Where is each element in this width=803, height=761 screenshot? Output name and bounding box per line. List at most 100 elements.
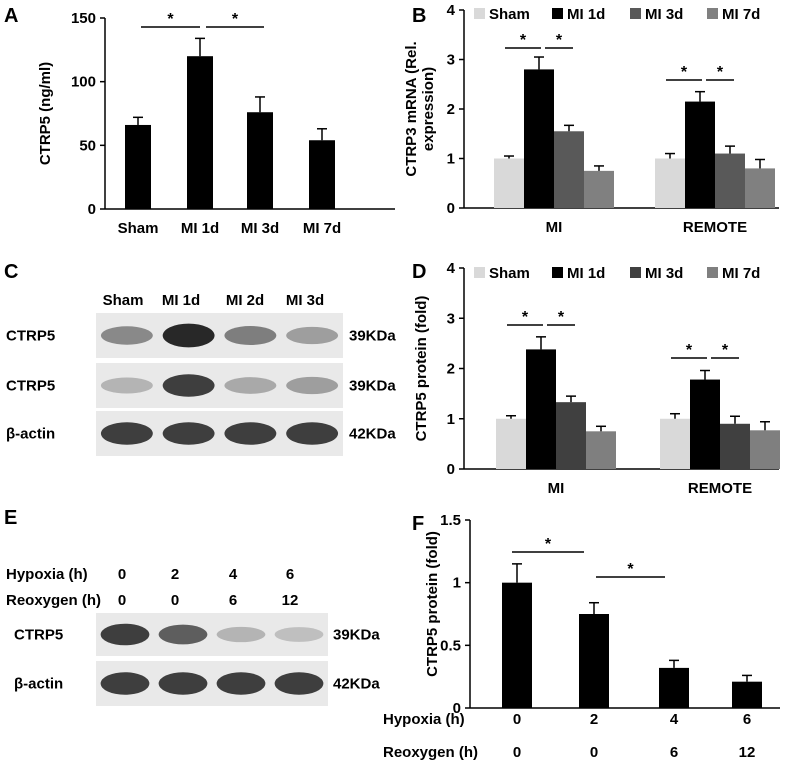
panel-d-x-tick-label: MI [548, 480, 565, 497]
panel-a-significance-star: * [167, 11, 174, 28]
panel-b-y-axis-label-line: expression) [420, 67, 437, 151]
panel-e-row-label: CTRP5 [14, 627, 63, 644]
panel-b-bar [685, 101, 715, 208]
panel-c-row-label: β-actin [6, 426, 55, 443]
panel-c-band [224, 377, 277, 394]
panel-d-bar [556, 402, 586, 469]
panel-e-hypoxia-value: 0 [118, 566, 126, 583]
panel-e-band-size: 42KDa [333, 676, 380, 693]
panel-d-y-tick-label: 3 [447, 310, 455, 327]
panel-c-band [162, 422, 215, 445]
panel-a-y-tick-label: 150 [71, 10, 96, 27]
panel-letter-e: E [4, 507, 17, 529]
panel-f-reoxygen-value: 0 [513, 744, 521, 761]
panel-b-bar [554, 131, 584, 208]
panel-b-legend-label: MI 7d [722, 6, 760, 23]
panel-a-y-tick-label: 100 [71, 74, 96, 91]
panel-c-lane-label: MI 3d [286, 292, 324, 309]
panel-letter-f: F [412, 513, 424, 535]
panel-d-bar [690, 379, 720, 469]
panel-a-chart: 0 50 100 150 CTRP5 (ng/ml) Sham MI 1d MI 3d MI 7… [37, 10, 395, 237]
panel-a-bar [309, 140, 335, 209]
panel-e-band [100, 623, 150, 646]
panel-b-bar [745, 168, 775, 208]
panel-e-band [158, 624, 208, 645]
panel-b-significance-star: * [556, 32, 563, 49]
panel-b-y-tick-label: 4 [447, 2, 456, 19]
panel-f-reoxygen-value: 12 [739, 744, 756, 761]
panel-d-bar [750, 430, 780, 469]
panel-d-y-tick-label: 0 [447, 461, 455, 478]
panel-f-chart: 0 0.5 1 1.5 CTRP5 protein (fold) Hypoxia (h) R… [383, 512, 780, 761]
panel-letter-d: D [412, 261, 426, 283]
panel-c-band [162, 374, 215, 397]
panel-d-bar [526, 349, 556, 469]
panel-d-bar [660, 418, 690, 469]
panel-b-bar [524, 69, 554, 209]
panel-f-y-tick-label: 0.5 [440, 637, 461, 654]
panel-a-significance-star: * [232, 11, 239, 28]
panel-f-y-tick-label: 0 [453, 700, 461, 717]
panel-c-band-size: 39KDa [349, 328, 396, 345]
panel-f-y-axis-label: CTRP5 protein (fold) [424, 531, 441, 677]
panel-b-y-tick-label: 2 [447, 101, 455, 118]
panel-a-x-tick-label: MI 1d [181, 220, 219, 237]
panel-f-bar [659, 667, 689, 708]
panel-d-legend-swatch [474, 267, 485, 278]
panel-e-hypoxia-value: 4 [229, 566, 238, 583]
panel-e-reoxygen-label: Reoxygen (h) [6, 592, 101, 609]
panel-c-band [100, 326, 153, 345]
panel-f-hypoxia-value: 4 [670, 711, 679, 728]
panel-f-hypoxia-value: 6 [743, 711, 751, 728]
panel-b-significance-star: * [681, 64, 688, 81]
panel-letter-a: A [4, 5, 18, 27]
panel-d-bar [586, 431, 616, 469]
panel-d-y-tick-label: 2 [447, 361, 455, 378]
panel-f-y-tick-label: 1.5 [440, 512, 461, 529]
panel-c-lane-label: MI 2d [226, 292, 264, 309]
panel-b-y-axis-label: CTRP3 mRNA (Rel.expression) [403, 41, 437, 176]
panel-d-y-tick-label: 4 [447, 260, 456, 277]
panel-d-x-tick-label: REMOTE [688, 480, 752, 497]
panel-f-hypoxia-label: Hypoxia (h) [383, 711, 465, 728]
panel-d-significance-star: * [522, 309, 529, 326]
panel-d-y-tick-label: 1 [447, 411, 455, 428]
panel-f-reoxygen-value: 0 [590, 744, 598, 761]
panel-e-hypoxia-label: Hypoxia (h) [6, 566, 88, 583]
panel-e-hypoxia-value: 6 [286, 566, 294, 583]
panel-e-reoxygen-value: 6 [229, 592, 237, 609]
panel-a-y-tick-label: 50 [79, 137, 96, 154]
panel-c-band [286, 326, 339, 345]
panel-b-y-tick-label: 3 [447, 52, 455, 69]
panel-b-significance-star: * [520, 32, 527, 49]
panel-f-bar [502, 582, 532, 708]
panel-letter-b: B [412, 5, 426, 27]
panel-e-band [274, 627, 324, 642]
panel-c-band [224, 422, 277, 445]
panel-b-y-tick-label: 1 [447, 151, 455, 168]
panel-d-legend-swatch [552, 267, 563, 278]
panel-d-y-axis-label: CTRP5 protein (fold) [413, 296, 430, 442]
panel-c-western-blot: Sham MI 1d MI 2d MI 3d CTRP5 39KDa CTRP5 39KDa β… [6, 292, 396, 456]
panel-b-legend-swatch [474, 8, 485, 19]
panel-c-band [224, 325, 277, 346]
panel-f-reoxygen-value: 6 [670, 744, 678, 761]
panel-f-bar [579, 614, 609, 708]
panel-e-band-size: 39KDa [333, 627, 380, 644]
panel-e-reoxygen-value: 0 [118, 592, 126, 609]
panel-c-band [100, 377, 153, 394]
panel-c-band [286, 376, 339, 395]
panel-d-legend-label: MI 7d [722, 265, 760, 282]
panel-b-legend-label: MI 3d [645, 6, 683, 23]
panel-a-x-tick-label: Sham [118, 220, 159, 237]
panel-a-bar [187, 56, 213, 210]
panel-e-band [100, 672, 150, 695]
panel-d-bar [496, 418, 526, 469]
panel-d-legend-swatch [630, 267, 641, 278]
panel-c-lane-label: MI 1d [162, 292, 200, 309]
panel-c-band [162, 323, 215, 348]
panel-c-band [100, 422, 153, 445]
panel-b-legend-swatch [552, 8, 563, 19]
panel-d-legend-label: MI 1d [567, 265, 605, 282]
